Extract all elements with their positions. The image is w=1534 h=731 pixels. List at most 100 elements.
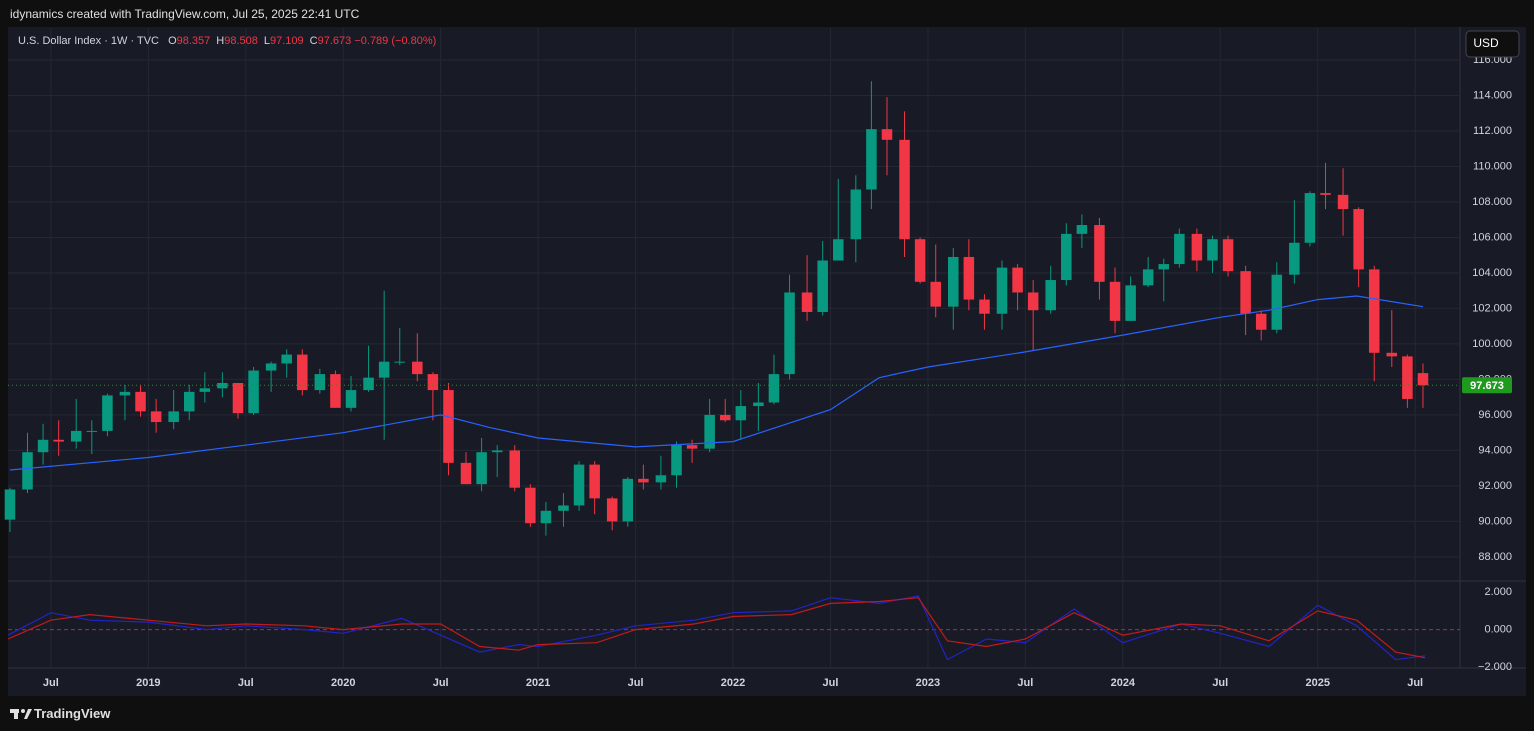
y-tick-label: 108.000 [1472, 196, 1512, 208]
candle-body [476, 452, 487, 485]
candle-body [1402, 356, 1413, 399]
candle-body [22, 452, 33, 490]
candle-body [1076, 225, 1088, 234]
y-tick-label: 88.000 [1478, 551, 1512, 563]
candle-body [1158, 264, 1170, 270]
grid [8, 28, 1460, 668]
candle-body [686, 445, 698, 449]
x-tick-label: Jul [1017, 677, 1033, 689]
candle-body [102, 395, 113, 431]
candle-body [1142, 269, 1154, 286]
candle-body [443, 390, 454, 463]
candle-body [671, 445, 682, 476]
legend-value: 98.508 [224, 35, 258, 47]
candle-body [1207, 239, 1218, 261]
y-tick-label: 96.000 [1478, 409, 1512, 421]
candle-body [119, 391, 131, 396]
x-tick-label: 2023 [916, 677, 940, 689]
y-tick-label: 110.000 [1473, 160, 1512, 172]
candle-body [281, 354, 292, 364]
candle-body [1045, 280, 1056, 311]
candle-body [558, 505, 569, 511]
candle-body [638, 478, 649, 483]
y-tick-label: 90.000 [1478, 515, 1512, 527]
currency-label[interactable]: USD [1473, 36, 1499, 50]
y-tick-label: 92.000 [1478, 480, 1512, 492]
candle-body [866, 129, 877, 190]
candle-body [1337, 194, 1349, 210]
candle-body [509, 450, 521, 488]
axes: 88.00090.00092.00094.00096.00098.000100.… [43, 54, 1512, 689]
x-tick-label: Jul [823, 677, 839, 689]
candle-body [1386, 352, 1398, 357]
candle-body [1289, 242, 1300, 275]
candle-body [330, 374, 341, 408]
header-text: idynamics created with TradingView.com, … [10, 7, 360, 21]
candle-body [735, 406, 747, 421]
legend-key: C [309, 35, 318, 47]
candle-body [817, 260, 828, 312]
candle-body [1027, 292, 1039, 311]
plot [4, 81, 1460, 661]
symbol-title: U.S. Dollar Index · 1W · TVC [18, 35, 159, 47]
candle-body [232, 382, 244, 414]
candle-body [1353, 209, 1364, 270]
legend-value: 98.357 [176, 35, 211, 47]
last-price-tag [1462, 377, 1512, 394]
legend-value: 97.109 [270, 35, 304, 47]
y-tick-label: 116.000 [1473, 54, 1512, 66]
candle-body [363, 377, 374, 391]
candle-body [297, 354, 308, 391]
candle-body [1125, 285, 1136, 321]
candle-body [491, 450, 503, 453]
candle-body [135, 391, 146, 412]
candle-body [606, 498, 618, 522]
legend-key: O [168, 35, 177, 47]
candle-body [70, 430, 82, 442]
candle-body [540, 510, 552, 524]
oscillator-line [7, 595, 1425, 661]
x-tick-label: Jul [1212, 677, 1228, 689]
tradingview-logo [10, 709, 32, 719]
y-tick-label: 114.000 [1473, 89, 1512, 101]
x-tick-label: Jul [43, 677, 59, 689]
y-tick-label: 104.000 [1472, 267, 1512, 279]
candle-body [1109, 281, 1121, 321]
candle-body [1304, 193, 1316, 243]
legend-key: L [263, 35, 271, 47]
candle-body [1061, 233, 1072, 281]
candle-body [1240, 271, 1251, 314]
candle-body [345, 390, 357, 408]
y-tick-label: 2.000 [1484, 586, 1512, 598]
candle-body [427, 374, 439, 391]
candle-body [4, 489, 16, 520]
legend: U.S. Dollar Index · 1W · TVC O98.357 H98.… [18, 35, 436, 47]
candle-body [979, 299, 990, 314]
candle-body [850, 189, 862, 240]
y-tick-label: 106.000 [1472, 231, 1512, 243]
y-tick-label: −2.000 [1478, 661, 1512, 673]
change: −0.789 (−0.80%) [354, 35, 437, 47]
candle-body [1191, 233, 1203, 261]
y-tick-label: 100.000 [1472, 338, 1512, 350]
candle-body [655, 475, 667, 483]
candle-body [1271, 274, 1283, 330]
candle-body [996, 267, 1008, 314]
candle-body [394, 361, 406, 363]
candle-body [1368, 269, 1380, 353]
y-tick-label: 102.000 [1472, 302, 1512, 314]
legend-key: H [216, 35, 225, 47]
candle-body [86, 430, 98, 432]
candle-body [930, 281, 941, 307]
candle-body [248, 370, 259, 414]
currency-button[interactable] [1465, 30, 1520, 58]
x-tick-label: 2024 [1111, 677, 1136, 689]
y-tick-label: 0.000 [1484, 623, 1512, 635]
candle-body [881, 129, 893, 140]
candle-body [1094, 225, 1105, 282]
candle-body [719, 414, 731, 421]
candle-body [753, 402, 764, 407]
candle-body [914, 239, 926, 282]
y-tick-label: 112.000 [1473, 125, 1512, 137]
candle-body [833, 239, 844, 261]
